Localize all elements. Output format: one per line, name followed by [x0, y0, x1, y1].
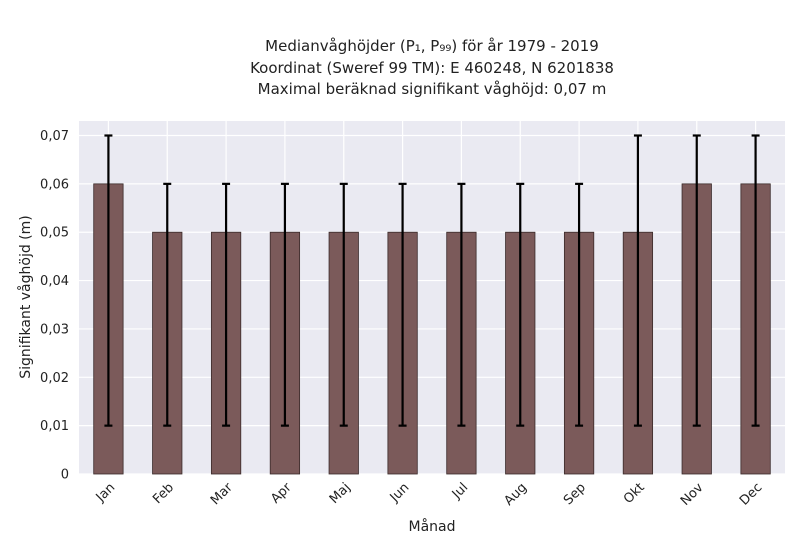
x-tick-label: Jun — [387, 480, 413, 506]
error-bar-jul — [457, 182, 466, 427]
x-tick-label: Jul — [449, 480, 471, 502]
error-bar-okt — [633, 134, 642, 427]
x-tick-labels: Jan Feb Mar Apr Maj Jun Jul Aug Sep Okt Nov Dec — [93, 480, 766, 509]
error-bar-sep — [575, 182, 584, 427]
title-line-1: Medianvåghöjder (P₁, P₉₉) för år 1979 - … — [265, 37, 599, 55]
error-bar-aug — [516, 182, 525, 427]
y-tick-label: 0,05 — [40, 226, 69, 241]
error-bar-jan — [104, 134, 113, 427]
y-tick-label: 0,07 — [40, 129, 69, 144]
error-bar-mar — [222, 182, 231, 427]
x-tick-label: Aug — [502, 480, 531, 509]
error-bar-feb — [163, 182, 172, 427]
x-tick-label: Feb — [150, 480, 177, 507]
x-tick-label: Jan — [93, 480, 118, 505]
x-tick-label: Apr — [268, 480, 295, 507]
error-bar-maj — [339, 182, 348, 427]
chart-title: Medianvåghöjder (P₁, P₉₉) för år 1979 - … — [250, 37, 614, 98]
error-bar-apr — [280, 182, 289, 427]
y-tick-label: 0,04 — [40, 274, 69, 289]
error-bar-nov — [692, 134, 701, 427]
y-tick-label: 0 — [61, 468, 69, 483]
x-axis-label: Månad — [409, 518, 456, 535]
y-tick-label: 0,03 — [40, 322, 69, 337]
y-axis-label: Signifikant våghöjd (m) — [17, 215, 34, 378]
error-bar-jun — [398, 182, 407, 427]
y-tick-label: 0,01 — [40, 419, 69, 434]
x-tick-label: Maj — [327, 480, 354, 507]
x-tick-label: Nov — [678, 480, 707, 509]
x-tick-label: Sep — [561, 480, 589, 508]
x-tick-label: Okt — [621, 480, 648, 507]
y-tick-labels: 0 0,01 0,02 0,03 0,04 0,05 0,06 0,07 — [40, 129, 69, 482]
error-bars — [104, 134, 760, 427]
error-bar-dec — [751, 134, 760, 427]
x-tick-label: Dec — [737, 480, 765, 508]
y-tick-label: 0,06 — [40, 177, 69, 192]
plot-area — [79, 121, 785, 474]
title-line-2: Koordinat (Sweref 99 TM): E 460248, N 62… — [250, 59, 614, 77]
title-line-3: Maximal beräknad signifikant våghöjd: 0,… — [258, 80, 607, 98]
y-tick-label: 0,02 — [40, 371, 69, 386]
x-tick-label: Mar — [208, 480, 236, 508]
